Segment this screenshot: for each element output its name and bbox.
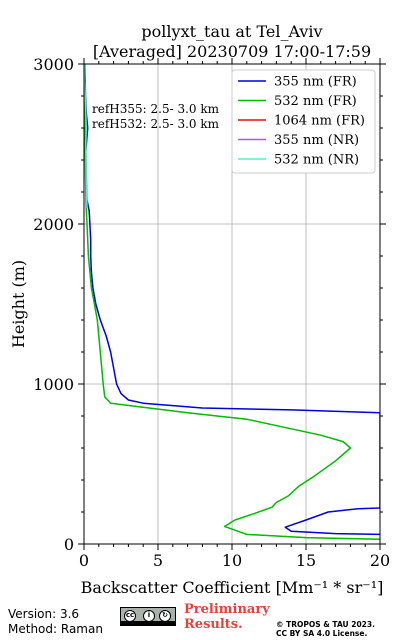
version-text: Version: 3.6 [8, 607, 80, 621]
preliminary-notice: Preliminary Results. [184, 602, 270, 632]
copyright-line2: CC BY SA 4.0 License. [276, 629, 368, 638]
preliminary-line1: Preliminary [184, 602, 270, 617]
x-tick-label: 15 [296, 551, 316, 570]
legend-label-1: 532 nm (FR) [274, 94, 357, 109]
legend-label-4: 532 nm (NR) [274, 153, 359, 168]
annotation-refh532: refH532: 2.5- 3.0 km [92, 117, 220, 131]
chart-title-line1: pollyxt_tau at Tel_Aviv [141, 22, 322, 41]
profile-chart: pollyxt_tau at Tel_Aviv [Averaged] 20230… [9, 22, 390, 597]
legend-label-3: 355 nm (NR) [274, 133, 359, 148]
x-tick-label: 20 [370, 551, 390, 570]
y-axis-label: Height (m) [9, 260, 28, 348]
y-tick-label: 1000 [33, 375, 74, 394]
y-tick-label: 3000 [33, 55, 74, 74]
axis-ticks: 0 5 10 15 20 0 1000 2000 3000 [33, 55, 390, 570]
copyright-line1: © TROPOS & TAU 2023. [276, 620, 375, 629]
legend-label-2: 1064 nm (FR) [274, 114, 365, 129]
x-tick-label: 0 [79, 551, 89, 570]
x-axis-label: Backscatter Coefficient [Mm⁻¹ * sr⁻¹] [81, 578, 384, 597]
x-tick-label: 5 [153, 551, 163, 570]
y-tick-label: 0 [64, 535, 74, 554]
cc-license-icon: cc i ↻ [120, 607, 176, 626]
preliminary-line2: Results. [184, 617, 243, 632]
legend: 355 nm (FR) 532 nm (FR) 1064 nm (FR) 355 nm… [231, 69, 376, 174]
x-tick-label: 10 [222, 551, 242, 570]
series-line-4 [84, 64, 88, 209]
y-tick-label: 2000 [33, 215, 74, 234]
series-line-1 [84, 64, 380, 540]
annotation-refh355: refH355: 2.5- 3.0 km [92, 102, 220, 116]
legend-box [231, 69, 376, 174]
copyright-notice: © TROPOS & TAU 2023. CC BY SA 4.0 Licens… [276, 620, 375, 638]
chart-title-line2: [Averaged] 20230709 17:00-17:59 [93, 42, 371, 61]
series-lines [84, 64, 380, 540]
license-bar [121, 621, 175, 625]
legend-label-0: 355 nm (FR) [274, 75, 357, 90]
method-text: Method: Raman [8, 622, 103, 636]
